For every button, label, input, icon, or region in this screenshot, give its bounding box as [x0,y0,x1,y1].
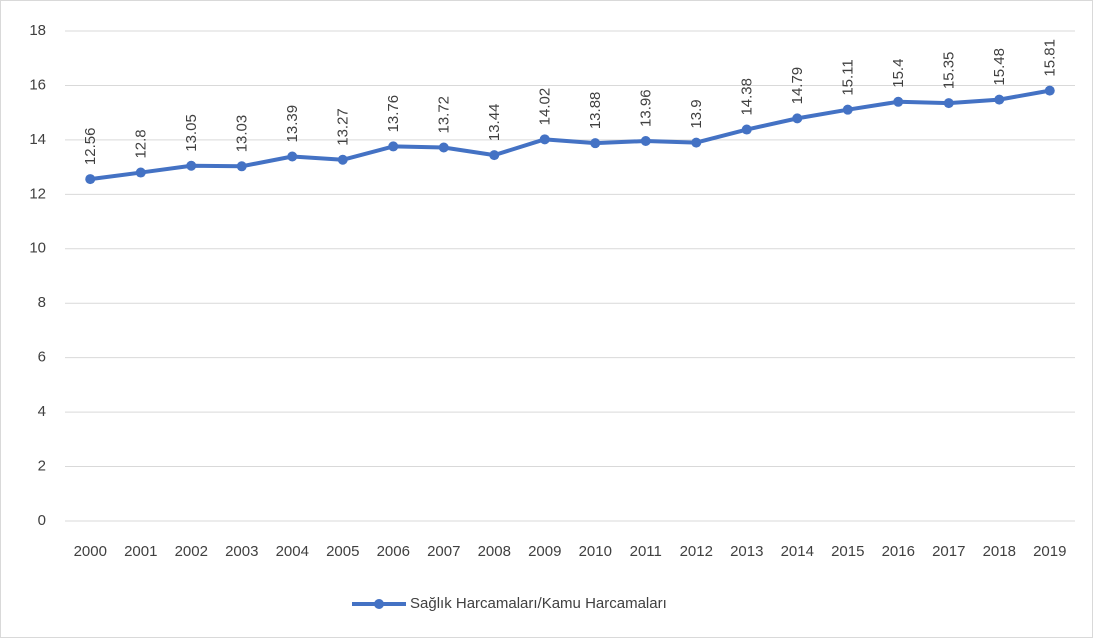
data-label: 13.39 [284,105,301,143]
y-tick-label: 18 [29,22,46,39]
x-tick-label: 2004 [276,543,309,560]
data-label: 15.35 [941,52,958,90]
y-tick-label: 16 [29,76,46,93]
data-label: 13.05 [183,114,200,152]
data-label: 14.79 [789,67,806,105]
data-label: 12.56 [82,128,99,166]
x-tick-label: 2007 [427,543,460,560]
point-marker [994,94,1005,105]
point-marker [186,160,197,171]
y-tick-label: 10 [29,240,46,257]
data-label: 13.44 [486,104,503,142]
data-label: 15.11 [840,59,857,95]
y-tick-label: 12 [29,185,46,202]
y-tick-label: 0 [38,512,46,529]
point-marker [489,150,500,161]
data-label: 15.4 [890,59,907,88]
x-tick-label: 2002 [175,543,208,560]
y-tick-label: 4 [38,403,46,420]
data-label: 12.8 [133,129,150,158]
data-label: 14.38 [739,78,756,116]
x-tick-label: 2000 [74,543,107,560]
data-label: 13.76 [385,95,402,133]
legend-label: Sağlık Harcamaları/Kamu Harcamaları [410,595,667,612]
y-tick-label: 6 [38,349,46,366]
data-label: 13.72 [436,96,453,134]
x-tick-label: 2010 [579,543,612,560]
point-marker [236,161,247,172]
legend-marker [374,599,384,609]
data-label: 13.88 [587,92,604,130]
data-label: 13.9 [688,99,705,128]
point-marker [893,96,904,107]
point-marker [337,154,348,165]
point-marker [438,142,449,153]
y-tick-label: 2 [38,458,46,475]
x-tick-label: 2018 [983,543,1016,560]
data-label: 13.96 [638,89,655,127]
x-tick-label: 2013 [730,543,763,560]
data-label: 14.02 [537,88,554,126]
x-tick-label: 2012 [680,543,713,560]
x-tick-label: 2017 [932,543,965,560]
point-marker [842,104,853,115]
point-marker [135,167,146,178]
point-marker [539,134,550,145]
x-tick-label: 2001 [124,543,157,560]
point-marker [691,137,702,148]
data-label: 15.81 [1042,39,1059,77]
point-marker [1044,85,1055,96]
point-marker [388,141,399,152]
x-tick-label: 2005 [326,543,359,560]
point-marker [741,124,752,135]
x-tick-label: 2003 [225,543,258,560]
data-label: 13.03 [234,115,251,153]
point-marker [287,151,298,162]
point-marker [792,113,803,124]
x-tick-label: 2006 [377,543,410,560]
x-tick-label: 2014 [781,543,814,560]
y-tick-label: 8 [38,294,46,311]
x-tick-label: 2016 [882,543,915,560]
x-tick-label: 2008 [478,543,511,560]
point-marker [85,174,96,185]
point-marker [590,138,601,149]
point-marker [640,135,651,146]
x-tick-label: 2019 [1033,543,1066,560]
series-line [89,88,1051,182]
x-tick-label: 2015 [831,543,864,560]
data-label: 15.48 [991,48,1008,86]
x-tick-label: 2009 [528,543,561,560]
point-marker [943,98,954,109]
x-tick-label: 2011 [630,543,662,560]
data-label: 13.27 [335,108,352,146]
y-tick-label: 14 [29,131,46,148]
